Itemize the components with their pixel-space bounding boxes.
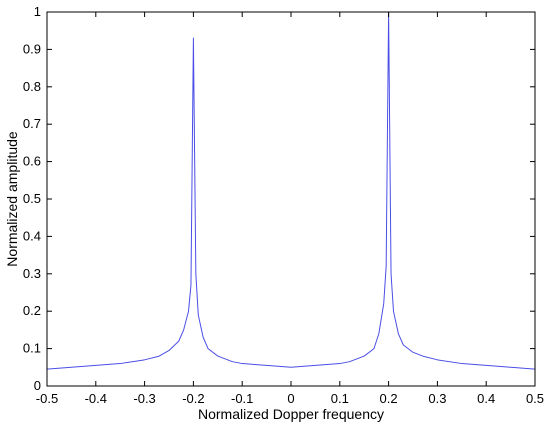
y-tick-label: 0.6 [23, 154, 41, 169]
x-tick-label: -0.2 [182, 391, 204, 406]
x-tick-label: 0 [287, 391, 294, 406]
ticks-layer: -0.5 -0.4 -0.3 -0.2 -0.1 0 0.1 0.2 0.3 0.4 0.5 0 0.1… [23, 4, 544, 406]
y-tick-label: 0.9 [23, 41, 41, 56]
y-tick-label: 0 [34, 378, 41, 393]
y-tick-label: 0.3 [23, 266, 41, 281]
x-tick-label: 0.2 [380, 391, 398, 406]
x-tick-label: 0.3 [428, 391, 446, 406]
spectrum-series-line [46, 11, 536, 370]
plot-area-background [47, 12, 535, 386]
x-tick-label: 0.5 [526, 391, 544, 406]
y-tick-label: 0.5 [23, 191, 41, 206]
data-layer [46, 11, 536, 370]
y-tick-label: 0.2 [23, 303, 41, 318]
x-tick-label: -0.1 [231, 391, 253, 406]
x-tick-label: 0.4 [477, 391, 495, 406]
y-tick-label: 0.8 [23, 79, 41, 94]
y-tick-label: 0.4 [23, 228, 41, 243]
x-tick-label: -0.4 [85, 391, 107, 406]
x-tick-label: 0.1 [331, 391, 349, 406]
x-tick-label: -0.3 [133, 391, 155, 406]
axes-box [46, 11, 536, 387]
x-tick-label: -0.5 [36, 391, 58, 406]
x-axis-label: Normalized Dopper frequency [198, 406, 384, 422]
y-axis-label: Normalized amplitude [4, 131, 20, 267]
y-tick-label: 0.7 [23, 116, 41, 131]
y-tick-label: 1 [34, 4, 41, 19]
y-tick-label: 0.1 [23, 341, 41, 356]
